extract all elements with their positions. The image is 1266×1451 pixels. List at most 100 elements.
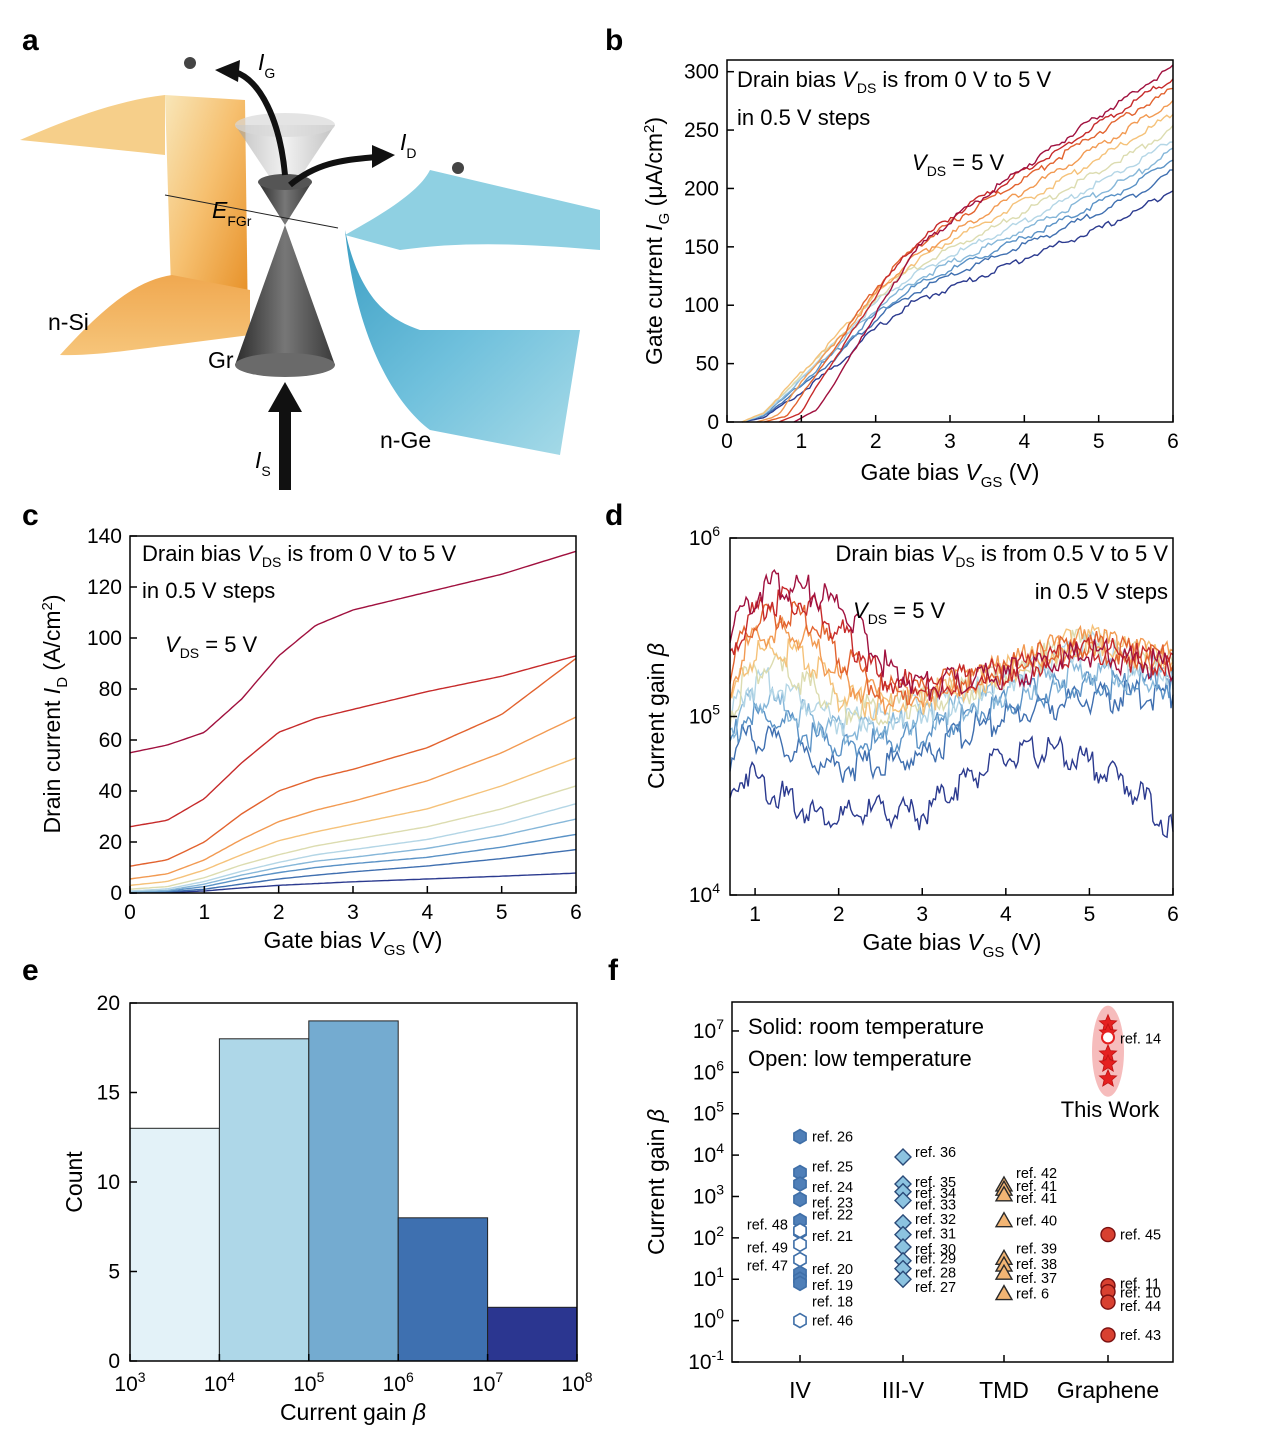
- iii-v-marker: [894, 1270, 912, 1289]
- x-tick-label: 1: [795, 430, 807, 453]
- tmd-marker: [994, 1185, 1014, 1202]
- y-tick-label: 5: [108, 1261, 120, 1284]
- tmd-marker: [994, 1284, 1014, 1301]
- note-vds: VDS = 5 V: [912, 150, 1005, 179]
- note-line1: Drain bias VDS is from 0 V to 5 V: [142, 541, 456, 570]
- y-axis-label: Gate current IG (μA/cm2): [641, 117, 673, 365]
- ref-label: ref. 33: [915, 1197, 956, 1213]
- tick-group: 1 2 3 4 5 6 104 105 106: [689, 523, 1179, 926]
- x-tick-label: 5: [496, 901, 508, 924]
- this-work-star: [1098, 1053, 1118, 1073]
- series-line-9: [129, 657, 577, 867]
- ref-label: ref. 38: [1016, 1257, 1057, 1273]
- ref-label: ref. 18: [812, 1294, 853, 1310]
- histogram-bar: [218, 1038, 310, 1362]
- graphene-marker: [1100, 1294, 1116, 1310]
- x-tick-label: 6: [1167, 903, 1179, 926]
- this-work-label: This Work: [1061, 1097, 1161, 1122]
- this-work-star: [1098, 1068, 1118, 1087]
- x-tick-label: 4: [421, 901, 433, 924]
- iv-marker: [793, 1176, 807, 1192]
- y-tick-label: 250: [684, 119, 719, 142]
- series-line-9: [764, 87, 1174, 423]
- x-tick-label: 4: [1018, 430, 1030, 453]
- x-axis-label: Gate bias VGS (V): [861, 459, 1040, 491]
- series-line-4: [129, 818, 577, 893]
- panel-b-gate-current: b 0 1 2 3 4 5 6 0 50 100 150 200 250 300 Drain bias V…: [605, 24, 1179, 491]
- x-tick-label: 3: [347, 901, 359, 924]
- series-line-1: [729, 735, 1174, 839]
- n-si-band: [20, 95, 250, 356]
- y-tick-label: 101: [693, 1264, 724, 1291]
- ref-label: ref. 28: [915, 1266, 956, 1282]
- iii-v-marker: [894, 1148, 912, 1166]
- ref-label: ref. 40: [1016, 1214, 1057, 1230]
- ref-label: ref. 41: [1016, 1191, 1057, 1207]
- ref-label: ref. 23: [812, 1195, 853, 1211]
- y-tick-label: 20: [97, 992, 120, 1015]
- x-tick-label: 106: [383, 1369, 414, 1396]
- ref-label: ref. 36: [915, 1145, 956, 1161]
- ref-label: ref. 34: [915, 1186, 956, 1202]
- y-axis-label: Drain current ID (A/cm2): [39, 594, 71, 833]
- x-tick-label: 2: [273, 901, 285, 924]
- series-line-7: [741, 113, 1174, 423]
- y-tick-label: 10: [97, 1171, 120, 1194]
- series-line-10: [778, 78, 1174, 423]
- panel-a-schematic: a IG ID: [20, 24, 600, 490]
- iv-marker: [793, 1128, 807, 1145]
- series-line-11: [129, 550, 577, 754]
- series-line-2: [741, 169, 1174, 423]
- y-tick-label: 20: [99, 831, 122, 854]
- y-tick-label: 100: [87, 627, 122, 650]
- ref-label: ref. 39: [1016, 1241, 1057, 1257]
- ref-label: ref. 35: [915, 1175, 956, 1191]
- tick-group: 103 104 105 106 107 108 0 5 10 15 20: [97, 992, 593, 1396]
- note-solid: Solid: room temperature: [748, 1014, 984, 1039]
- histogram-bar: [308, 1020, 399, 1362]
- x-tick-label: 5: [1093, 430, 1105, 453]
- x-tick-label: 3: [944, 430, 956, 453]
- y-tick-label: 106: [689, 523, 720, 550]
- category-label: III-V: [882, 1377, 925, 1403]
- iv-marker: [793, 1275, 807, 1292]
- ref-label: ref. 37: [1016, 1271, 1057, 1287]
- note-vds: VDS = 5 V: [165, 632, 258, 661]
- x-tick-label: 2: [870, 430, 882, 453]
- panel-label-c: c: [22, 499, 39, 532]
- y-tick-label: 106: [693, 1057, 724, 1084]
- note-line2: in 0.5 V steps: [1035, 579, 1168, 604]
- current-arrows: [184, 57, 464, 490]
- note-vds: VDS = 5 V: [853, 598, 946, 627]
- ref-label: ref. 11: [1120, 1277, 1160, 1293]
- ref-label: ref. 14: [1120, 1031, 1161, 1047]
- series-line-11: [793, 64, 1174, 423]
- series-line-3: [729, 665, 1174, 758]
- series-line-1: [741, 190, 1174, 423]
- series-line-8: [756, 99, 1174, 423]
- x-tick-label: 3: [916, 903, 928, 926]
- series-line-10: [729, 585, 1174, 697]
- tmd-marker: [994, 1211, 1014, 1228]
- graphene-marker: [1100, 1226, 1116, 1243]
- panel-label-f: f: [608, 954, 619, 987]
- iii-v-marker: [894, 1191, 912, 1210]
- note-line2: in 0.5 V steps: [142, 578, 275, 603]
- series-line-8: [129, 716, 577, 880]
- ref-label: ref. 27: [915, 1280, 956, 1296]
- y-tick-label: 0: [108, 1350, 120, 1373]
- series-group: [741, 64, 1174, 423]
- x-axis-label: Gate bias VGS (V): [863, 929, 1042, 961]
- y-tick-label: 60: [99, 729, 122, 752]
- y-tick-label: 105: [693, 1099, 724, 1126]
- panel-label-b: b: [605, 24, 623, 57]
- panel-d-current-gain: d 1 2 3 4 5 6 104 105 106 Drain bias VDS is from…: [605, 499, 1179, 961]
- ref-label: ref. 47: [747, 1258, 788, 1274]
- y-tick-label: 105: [689, 702, 720, 729]
- series-line-11: [729, 569, 1174, 701]
- ref-label: ref. 21: [812, 1229, 853, 1245]
- y-tick-label: 15: [97, 1082, 120, 1105]
- y-tick-label: 120: [87, 576, 122, 599]
